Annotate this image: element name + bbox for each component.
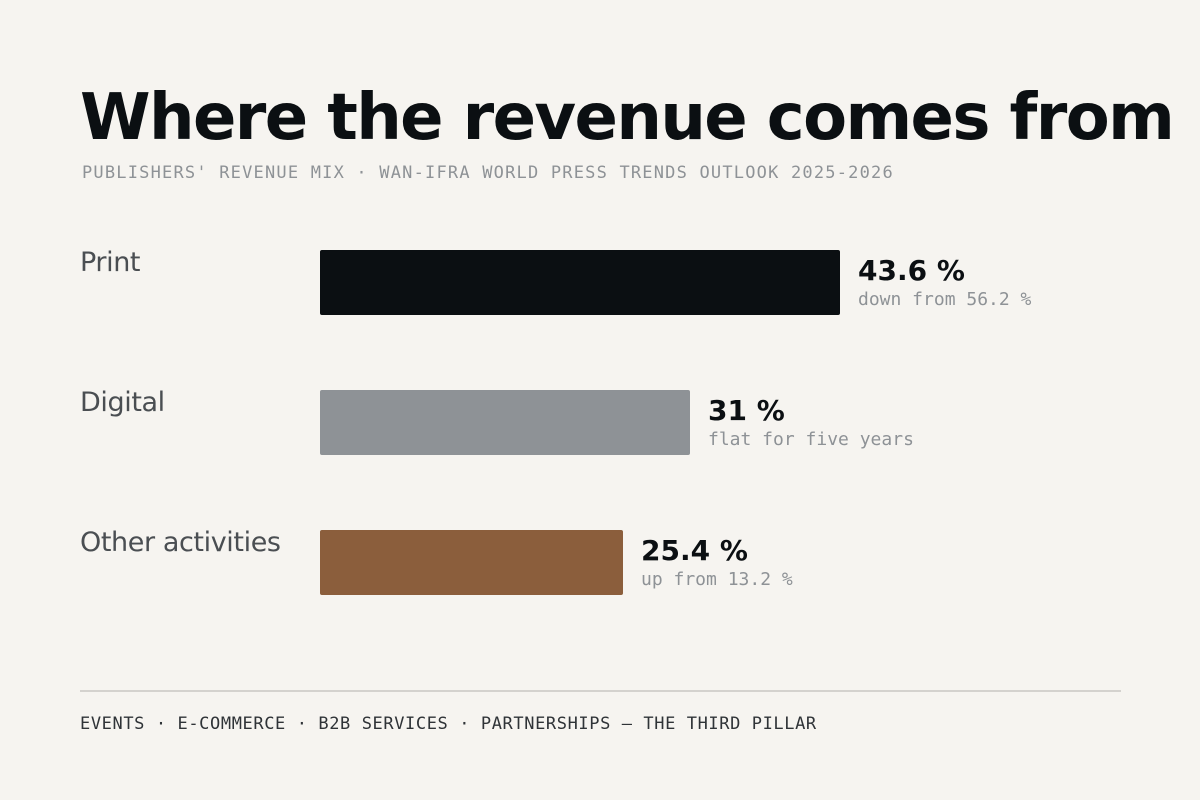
value-label-print: 43.6 % xyxy=(858,254,965,287)
annotation-print: down from 56.2 % xyxy=(858,289,1032,310)
page-subtitle: PUBLISHERS' REVENUE MIX · WAN-IFRA WORLD… xyxy=(82,163,894,183)
annotation-other-activities: up from 13.2 % xyxy=(641,569,793,590)
bar-digital xyxy=(320,390,690,455)
bar-other-activities xyxy=(320,530,623,595)
bar-row-other-activities: Other activities 25.4 % up from 13.2 % xyxy=(0,527,1200,596)
category-label-digital: Digital xyxy=(80,387,165,418)
category-label-other-activities: Other activities xyxy=(80,527,281,558)
value-block-digital: 31 % flat for five years xyxy=(708,393,914,451)
value-label-other-activities: 25.4 % xyxy=(641,534,748,567)
bar-print xyxy=(320,250,840,315)
value-block-print: 43.6 % down from 56.2 % xyxy=(858,253,1031,311)
bar-row-digital: Digital 31 % flat for five years xyxy=(0,387,1200,456)
bar-row-print: Print 43.6 % down from 56.2 % xyxy=(0,247,1200,316)
page-title: Where the revenue comes from xyxy=(80,81,1175,155)
category-label-print: Print xyxy=(80,247,141,278)
value-label-digital: 31 % xyxy=(708,394,785,427)
annotation-digital: flat for five years xyxy=(708,429,914,450)
divider xyxy=(80,690,1121,692)
value-block-other-activities: 25.4 % up from 13.2 % xyxy=(641,533,793,591)
footer-note: EVENTS · E-COMMERCE · B2B SERVICES · PAR… xyxy=(80,714,817,734)
